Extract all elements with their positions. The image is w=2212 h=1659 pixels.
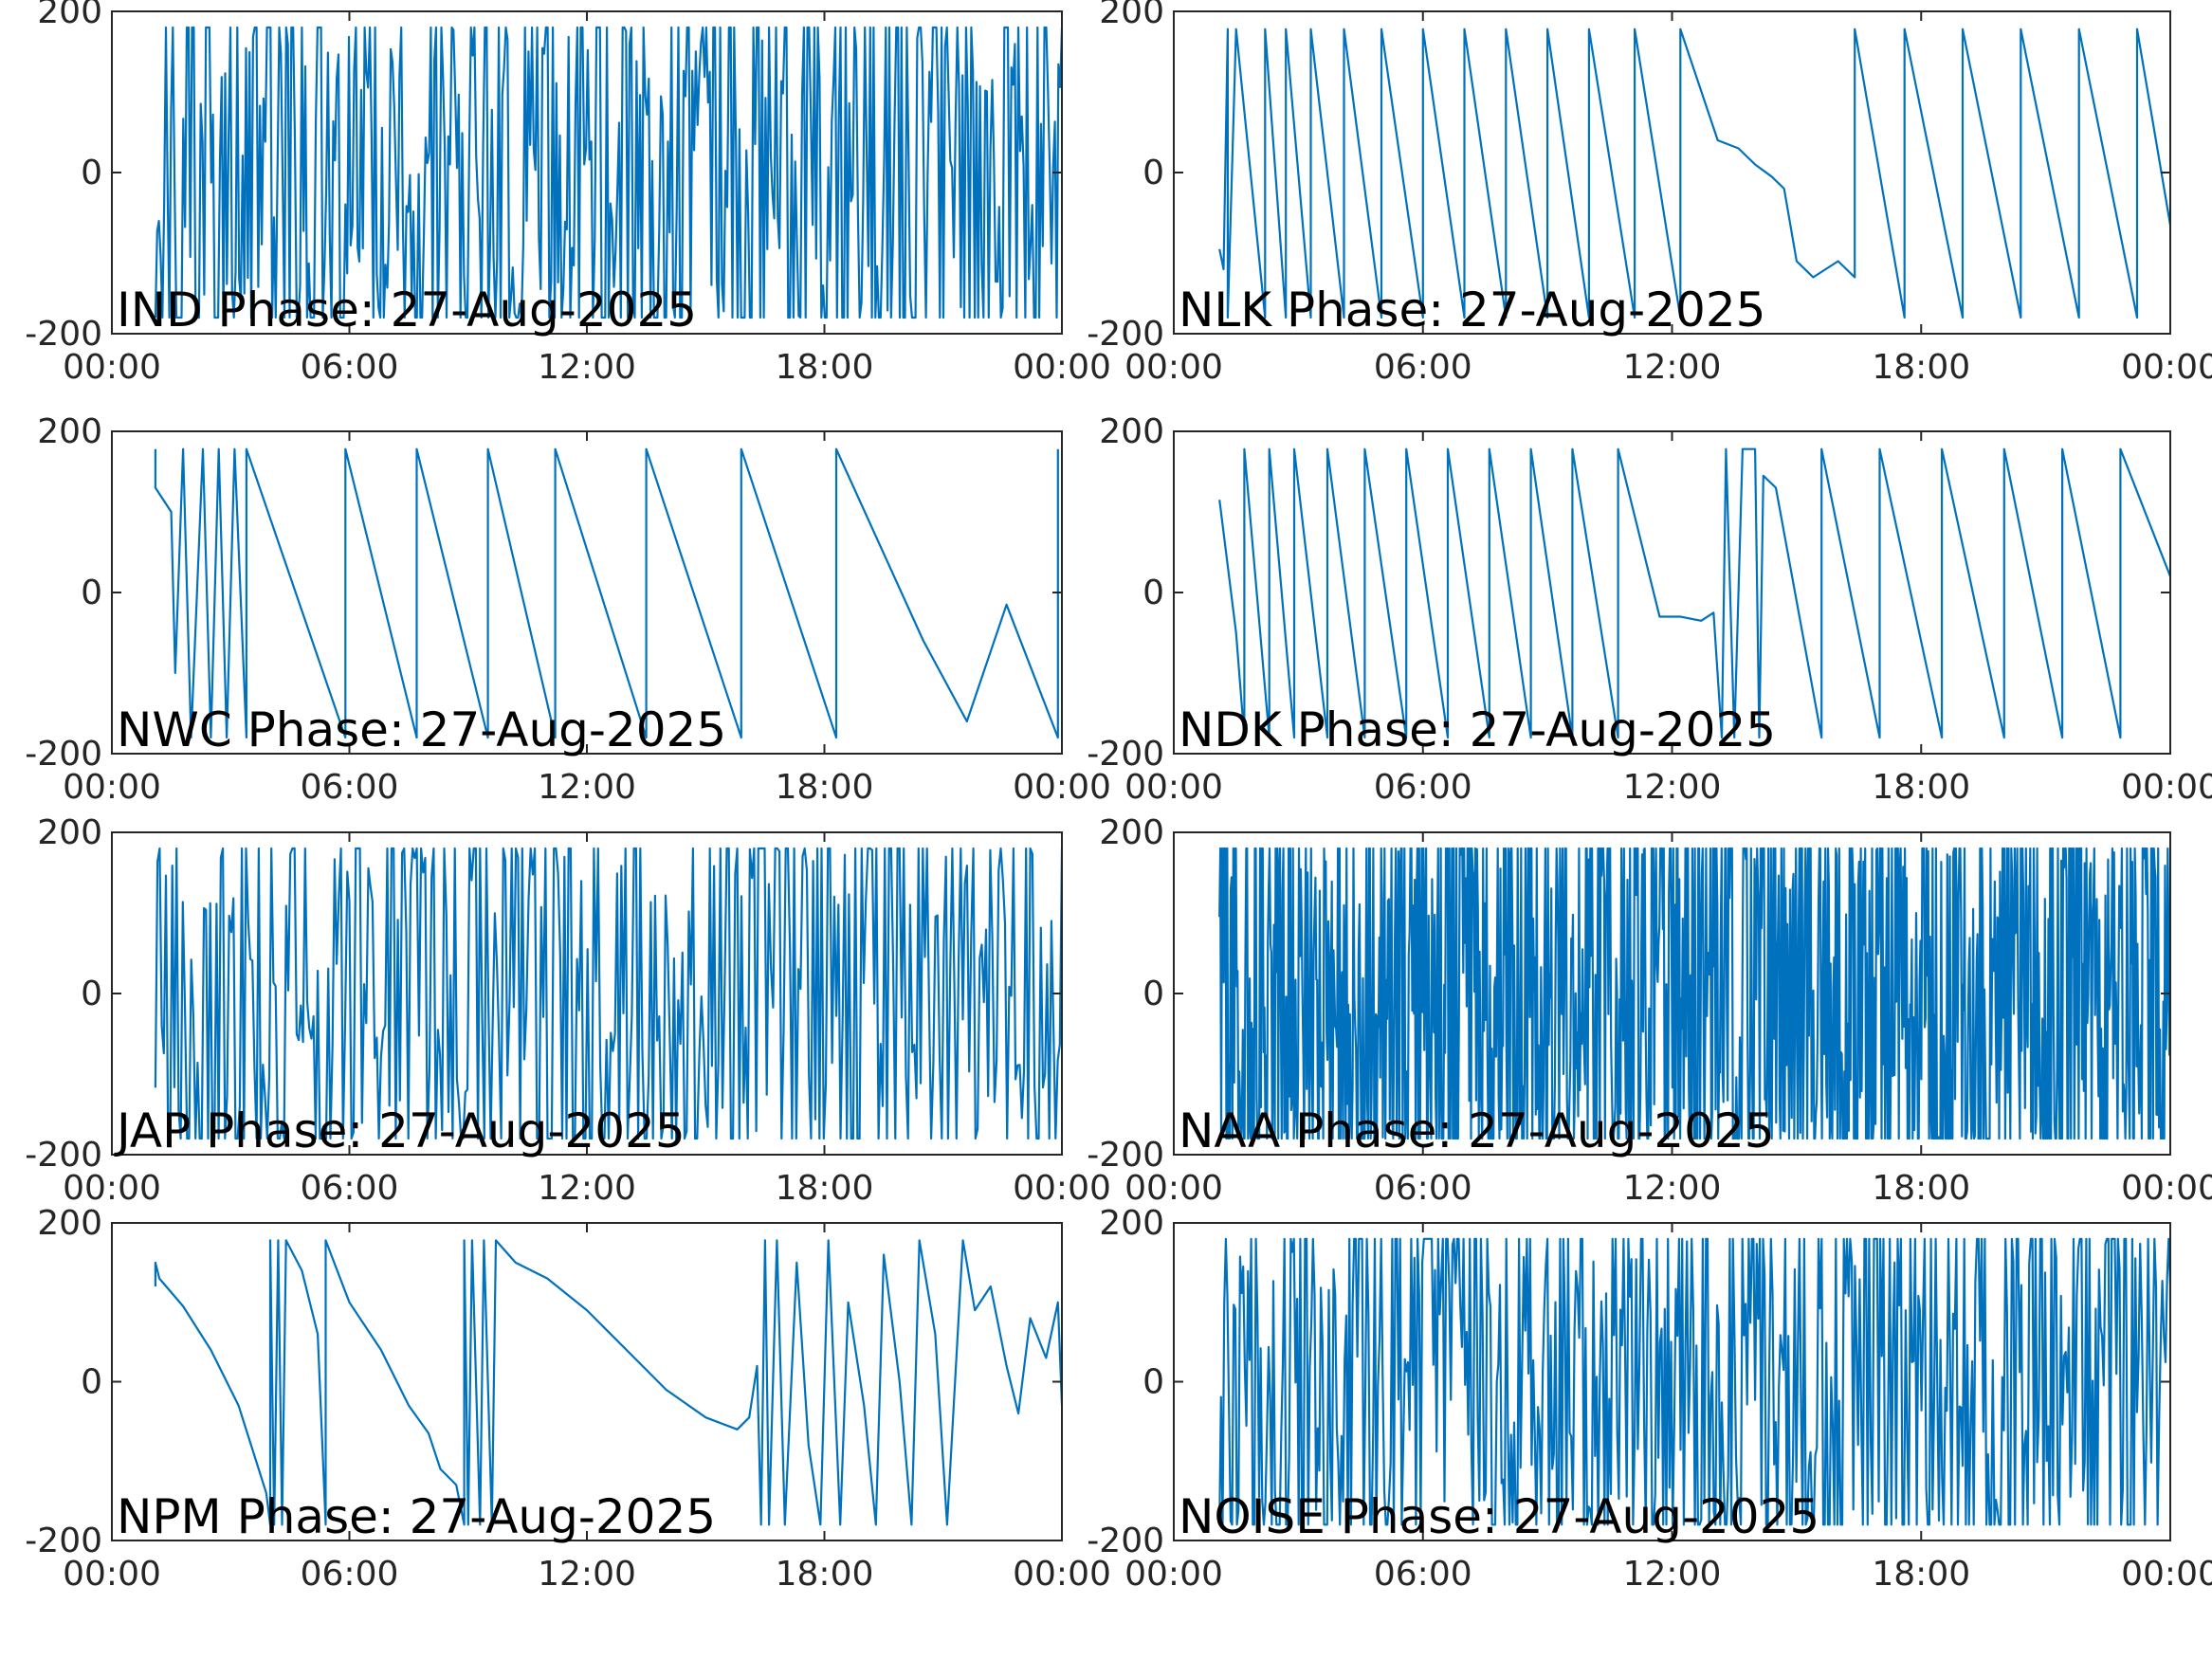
x-tick-label: 06:00 xyxy=(301,348,399,387)
x-tick-label: 12:00 xyxy=(538,1169,636,1208)
x-tick-label: 00:00 xyxy=(63,1555,161,1594)
phase-series-line xyxy=(1218,1237,2170,1526)
panel-3: -200 0 200 00:00 06:00 12:00 18:00 00:00 NDK Pha… xyxy=(1087,412,2212,807)
x-tick-label: 00:00 xyxy=(63,1169,161,1208)
y-tick-label: -200 xyxy=(25,735,102,774)
x-tick-label: 18:00 xyxy=(776,348,874,387)
x-tick-label: 06:00 xyxy=(301,768,399,807)
y-tick-label: 0 xyxy=(1143,975,1164,1013)
x-tick-label: 00:00 xyxy=(2121,1169,2212,1208)
phase-series-line xyxy=(154,447,1059,739)
x-tick-label: 00:00 xyxy=(1124,1555,1223,1594)
phase-series-line xyxy=(1218,447,2170,739)
x-tick-label: 06:00 xyxy=(1374,348,1472,387)
x-tick-label: 18:00 xyxy=(1872,1555,1970,1594)
x-tick-label: 00:00 xyxy=(2121,348,2212,387)
x-tick-label: 00:00 xyxy=(1124,1169,1223,1208)
y-tick-label: 0 xyxy=(81,975,102,1013)
y-tick-label: 200 xyxy=(1099,813,1164,852)
panel-2: -200 0 200 00:00 06:00 12:00 18:00 00:00 NWC Pha… xyxy=(25,412,1111,807)
panel-5: -200 0 200 00:00 06:00 12:00 18:00 00:00 NAA Pha… xyxy=(1087,813,2212,1208)
x-tick-label: 06:00 xyxy=(1374,1555,1472,1594)
panel-title: NPM Phase: 27-Aug-2025 xyxy=(117,1489,716,1544)
y-tick-label: -200 xyxy=(25,315,102,354)
y-tick-label: -200 xyxy=(1087,735,1164,774)
panel-title: IND Phase: 27-Aug-2025 xyxy=(117,283,697,337)
x-tick-label: 18:00 xyxy=(1872,1169,1970,1208)
x-tick-label: 12:00 xyxy=(1623,1169,1722,1208)
x-tick-label: 00:00 xyxy=(1013,1555,1111,1594)
phase-series-line xyxy=(154,1239,1062,1526)
panel-title: NLK Phase: 27-Aug-2025 xyxy=(1179,283,1765,337)
y-tick-label: -200 xyxy=(25,1522,102,1560)
x-tick-label: 00:00 xyxy=(63,768,161,807)
y-tick-label: -200 xyxy=(1087,1136,1164,1175)
y-tick-label: 0 xyxy=(81,154,102,192)
x-tick-label: 18:00 xyxy=(1872,768,1970,807)
y-tick-label: 200 xyxy=(37,813,102,852)
x-tick-label: 00:00 xyxy=(1013,1169,1111,1208)
panel-title: JAP Phase: 27-Aug-2025 xyxy=(114,1103,686,1158)
x-tick-label: 00:00 xyxy=(1124,768,1223,807)
x-tick-label: 00:00 xyxy=(2121,1555,2212,1594)
x-tick-label: 00:00 xyxy=(63,348,161,387)
x-tick-label: 00:00 xyxy=(2121,768,2212,807)
y-tick-label: 0 xyxy=(1143,574,1164,612)
x-tick-label: 12:00 xyxy=(538,348,636,387)
x-tick-label: 06:00 xyxy=(301,1169,399,1208)
x-tick-label: 18:00 xyxy=(776,1555,874,1594)
x-tick-label: 18:00 xyxy=(776,768,874,807)
phase-series-line xyxy=(154,26,1062,319)
panel-title: NWC Phase: 27-Aug-2025 xyxy=(117,702,726,757)
panel-title: NAA Phase: 27-Aug-2025 xyxy=(1179,1103,1775,1158)
panel-4: -200 0 200 00:00 06:00 12:00 18:00 00:00 JAP Pha… xyxy=(25,813,1111,1208)
y-tick-label: 200 xyxy=(37,412,102,451)
x-tick-label: 06:00 xyxy=(1374,1169,1472,1208)
panel-6: -200 0 200 00:00 06:00 12:00 18:00 00:00 NPM Pha… xyxy=(25,1204,1111,1594)
y-tick-label: 0 xyxy=(81,574,102,612)
x-tick-label: 00:00 xyxy=(1013,768,1111,807)
y-tick-label: 0 xyxy=(81,1363,102,1402)
y-tick-label: -200 xyxy=(25,1136,102,1175)
x-tick-label: 12:00 xyxy=(1623,768,1722,807)
panel-title: NDK Phase: 27-Aug-2025 xyxy=(1179,702,1776,757)
y-tick-label: 200 xyxy=(1099,412,1164,451)
x-tick-label: 12:00 xyxy=(538,768,636,807)
y-tick-label: -200 xyxy=(1087,1522,1164,1560)
x-tick-label: 12:00 xyxy=(1623,1555,1722,1594)
x-tick-label: 06:00 xyxy=(301,1555,399,1594)
x-tick-label: 12:00 xyxy=(1623,348,1722,387)
y-tick-label: 0 xyxy=(1143,154,1164,192)
panel-title: NOISE Phase: 27-Aug-2025 xyxy=(1179,1489,1819,1544)
x-tick-label: 18:00 xyxy=(776,1169,874,1208)
x-tick-label: 00:00 xyxy=(1124,348,1223,387)
x-tick-label: 12:00 xyxy=(538,1555,636,1594)
x-tick-label: 18:00 xyxy=(1872,348,1970,387)
x-tick-label: 06:00 xyxy=(1374,768,1472,807)
phase-series-line xyxy=(154,847,1062,1140)
panel-0: -200 0 200 00:00 06:00 12:00 18:00 00:00 IND Pha… xyxy=(25,0,1111,387)
y-tick-label: -200 xyxy=(1087,315,1164,354)
panel-7: -200 0 200 00:00 06:00 12:00 18:00 00:00 NOISE P… xyxy=(1087,1204,2212,1594)
y-tick-label: 200 xyxy=(37,0,102,31)
y-tick-label: 200 xyxy=(37,1204,102,1243)
x-tick-label: 00:00 xyxy=(1013,348,1111,387)
y-tick-label: 200 xyxy=(1099,0,1164,31)
panel-1: -200 0 200 00:00 06:00 12:00 18:00 00:00 NLK Pha… xyxy=(1087,0,2212,387)
y-tick-label: 0 xyxy=(1143,1363,1164,1402)
phase-series-line xyxy=(1218,27,2170,319)
phase-series-line xyxy=(1218,847,2170,1140)
y-tick-label: 200 xyxy=(1099,1204,1164,1243)
